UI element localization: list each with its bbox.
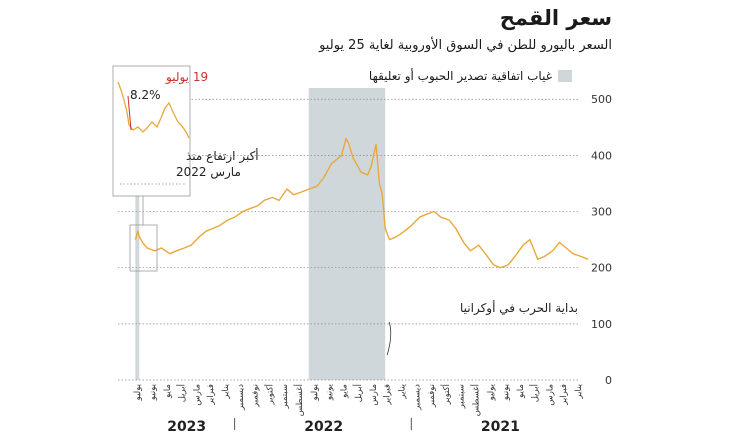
war-leader xyxy=(386,321,392,356)
x-tick-label: سبتمبر xyxy=(457,384,467,409)
y-tick-100: 100 xyxy=(591,318,612,331)
x-tick-label: نوفمبر xyxy=(250,384,260,408)
x-tick-label: يوليو xyxy=(487,383,497,401)
inset-red-marker xyxy=(127,95,132,131)
x-tick-label: يناير xyxy=(574,383,584,399)
war-annotation: بداية الحرب في أوكرانيا xyxy=(460,300,578,316)
x-tick-label: أبريل xyxy=(529,384,541,402)
x-tick-label: مايو xyxy=(163,384,173,399)
x-tick-label: أغسطس xyxy=(293,384,305,416)
x-tick-label: أكتوبر xyxy=(263,384,275,405)
zoom-source-box xyxy=(129,224,158,272)
chart-title: سعر القمح xyxy=(499,6,612,30)
x-tick-label: سبتمبر xyxy=(280,384,290,409)
y-tick-400: 400 xyxy=(591,149,612,162)
chart-subtitle: السعر باليورو للطن في السوق الأوروبية لغ… xyxy=(319,38,612,53)
inset-box xyxy=(112,65,191,197)
x-tick-label: أبريل xyxy=(175,384,187,402)
legend: غياب اتفاقية تصدير الحبوب أو تعليقها xyxy=(369,69,572,83)
x-tick-label: فبراير xyxy=(206,384,216,406)
year-label-2021: 2021 xyxy=(481,419,520,435)
x-tick-label: مارس xyxy=(546,384,556,406)
x-tick-label: فبراير xyxy=(559,384,569,406)
x-tick-label: فبراير xyxy=(383,384,393,406)
x-tick-label: يونيو xyxy=(324,383,334,401)
inset-note-line1: أكبر ارتفاع منذ xyxy=(186,148,259,164)
x-tick-label: يناير xyxy=(398,383,408,399)
x-tick-label: مايو xyxy=(516,384,526,399)
x-tick-label: يوليو xyxy=(133,383,143,401)
x-tick-label: مارس xyxy=(192,384,202,406)
inset-line xyxy=(117,81,190,139)
x-tick-label: يناير xyxy=(221,383,231,399)
legend-label: غياب اتفاقية تصدير الحبوب أو تعليقها xyxy=(368,69,552,83)
x-tick-label: يونيو xyxy=(501,383,511,401)
legend-swatch xyxy=(558,70,572,82)
year-label-2022: 2022 xyxy=(304,419,343,435)
x-tick-label: ديسمبر xyxy=(236,384,246,411)
x-tick-label: أكتوبر xyxy=(440,384,452,405)
x-tick-label: أغسطس xyxy=(470,384,482,416)
inset-note-line2: مارس 2022 xyxy=(176,165,241,180)
x-tick-label: مايو xyxy=(339,384,349,399)
y-tick-300: 300 xyxy=(591,206,612,219)
price-line xyxy=(134,137,589,269)
x-tick-label: ديسمبر xyxy=(413,384,423,411)
year-label-2023: 2023 xyxy=(167,419,206,435)
y-tick-200: 200 xyxy=(591,262,612,275)
x-tick-label: مارس xyxy=(369,384,379,406)
x-tick-label: أبريل xyxy=(352,384,364,402)
shaded-period-0 xyxy=(308,88,386,380)
inset-date: 19 يوليو xyxy=(165,70,208,85)
x-tick-label: نوفمبر xyxy=(427,384,437,408)
y-tick-500: 500 xyxy=(591,93,612,106)
y-tick-0: 0 xyxy=(605,374,612,387)
x-tick-label: يونيو xyxy=(148,383,158,401)
inset-percent: 8.2% xyxy=(130,88,161,102)
x-tick-label: يوليو xyxy=(310,383,320,401)
